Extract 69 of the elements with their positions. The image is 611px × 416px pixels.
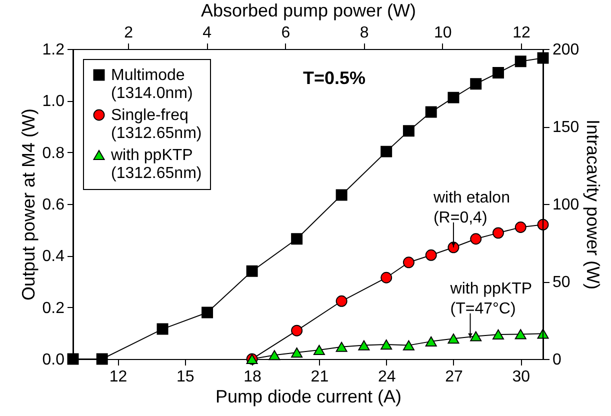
point — [291, 348, 303, 358]
point — [470, 233, 482, 245]
x2-tick-label: 2 — [124, 24, 134, 42]
x-tick-label: 15 — [176, 368, 194, 386]
x-axis-title: Pump diode current (A) — [215, 386, 402, 406]
point — [336, 295, 348, 307]
point — [358, 340, 370, 350]
annotation: with ppKTP (T=47°C) — [449, 280, 532, 318]
point — [470, 78, 482, 90]
point — [268, 350, 280, 360]
y-tick-label: 1.0 — [42, 93, 65, 110]
point — [291, 233, 303, 245]
x-tick-label: 24 — [378, 368, 396, 386]
point — [425, 249, 437, 261]
point — [202, 306, 214, 318]
point — [246, 265, 258, 277]
point — [291, 324, 303, 336]
annotation: T=0.5% — [303, 68, 366, 88]
y-tick-label: 0.2 — [42, 300, 65, 317]
point — [492, 329, 504, 340]
y-axis-title: Output power at M4 (W) — [18, 108, 38, 301]
y-tick-label: 0.8 — [42, 144, 65, 162]
x-tick-label: 30 — [512, 368, 530, 386]
y-tick-label: 1.2 — [42, 42, 65, 58]
x-tick-label: 12 — [109, 368, 128, 386]
x2-tick-label: 8 — [360, 24, 369, 42]
x2-axis-title: Absorbed pump power (W) — [200, 0, 416, 20]
point — [336, 189, 348, 201]
x-tick-label: 27 — [445, 368, 463, 386]
x2-tick-label: 4 — [202, 24, 212, 42]
y2-tick-label: 100 — [552, 196, 580, 214]
y-tick-label: 0.6 — [42, 196, 65, 214]
point — [67, 353, 79, 365]
point — [514, 222, 526, 233]
y2-axis-title: Intracavity power (W) — [583, 119, 604, 290]
legend-label: Multimode (1314.0nm) — [111, 67, 193, 102]
x2-tick-label: 12 — [512, 24, 530, 42]
legend-label: Single-freq (1312.65nm) — [111, 107, 202, 142]
x2-tick-label: 6 — [281, 24, 290, 42]
y2-tick-label: 50 — [552, 274, 570, 291]
point — [492, 227, 504, 239]
x-tick-label: 21 — [310, 368, 329, 386]
point — [425, 106, 437, 118]
legend-label: with ppKTP (1312.65nm) — [110, 147, 202, 182]
point — [514, 56, 526, 68]
x-tick-label: 18 — [244, 368, 262, 386]
point — [380, 339, 392, 350]
y-tick-label: 0.0 — [42, 352, 65, 368]
point — [380, 272, 392, 284]
point — [448, 92, 460, 104]
annotation: with etalon (R=0,4) — [432, 189, 510, 226]
point — [402, 340, 414, 350]
y-tick-label: 0.4 — [42, 248, 65, 266]
point — [448, 334, 460, 344]
point — [492, 67, 504, 79]
point — [336, 342, 348, 352]
point — [425, 336, 437, 346]
y2-tick-label: 0 — [552, 352, 562, 368]
y2-tick-label: 200 — [552, 42, 580, 58]
point — [380, 146, 392, 158]
point — [402, 256, 414, 268]
y2-tick-label: 150 — [552, 119, 580, 136]
point — [156, 323, 168, 335]
point — [402, 125, 414, 137]
point — [514, 329, 526, 340]
x2-tick-label: 10 — [434, 24, 452, 42]
point — [470, 331, 482, 342]
point — [96, 353, 108, 365]
point — [313, 344, 325, 355]
